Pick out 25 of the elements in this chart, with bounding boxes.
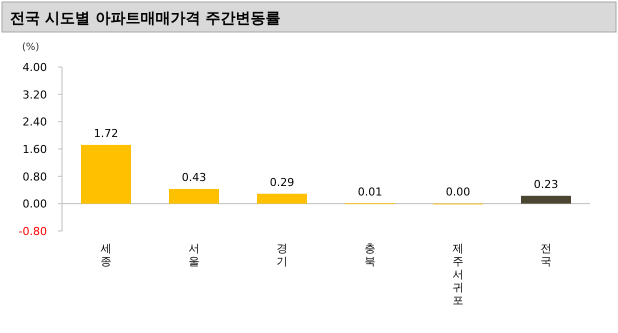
data-label: 0.00 [446,186,470,199]
bar [169,188,219,204]
data-label: 0.43 [182,170,206,184]
x-tick-label: 전국 [540,242,552,268]
y-tick-label: 4.00 [22,61,47,74]
y-tick-label: 2.40 [22,116,47,129]
x-tick-label: 경기 [276,242,288,268]
data-label: 1.72 [94,126,118,140]
y-tick-label: 3.20 [22,88,47,102]
x-tick-label: 세종 [100,242,112,268]
y-tick-label: 1.60 [22,143,47,156]
x-tick-label: 제주서귀포 [452,242,464,307]
y-tick-label: 0.80 [22,170,47,184]
bar [81,144,131,204]
y-tick-label: -0.80 [18,225,47,238]
y-axis-title: (%) [22,42,40,53]
x-tick-label: 서울 [188,242,200,268]
bar [257,194,307,204]
bar [521,196,571,204]
data-label: 0.23 [534,178,558,191]
data-label: 0.29 [270,176,294,189]
y-tick-label: 0.00 [22,198,47,211]
x-tick-label: 충북 [364,242,376,268]
chart-title: 전국 시도별 아파트매매가격 주간변동률 [10,9,281,27]
data-label: 0.01 [358,185,382,198]
